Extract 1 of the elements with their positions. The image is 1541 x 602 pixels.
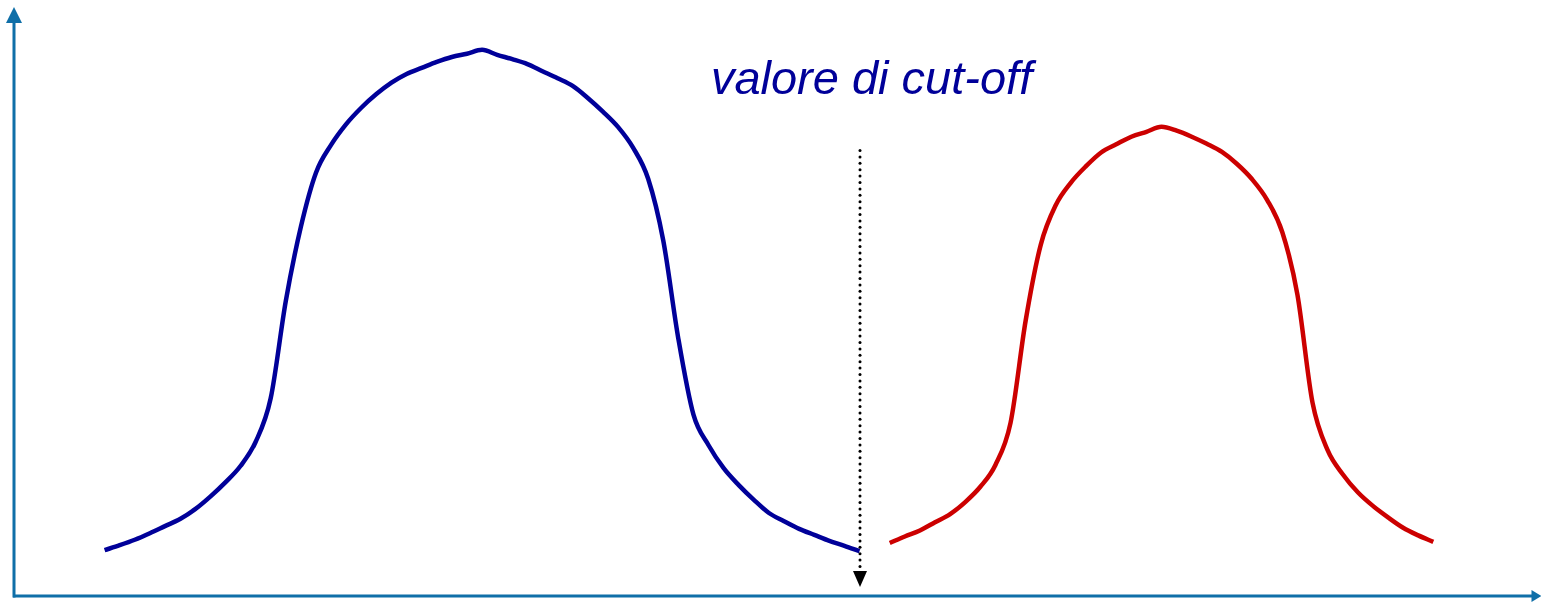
annotation: valore di cut-off [710, 51, 1038, 104]
